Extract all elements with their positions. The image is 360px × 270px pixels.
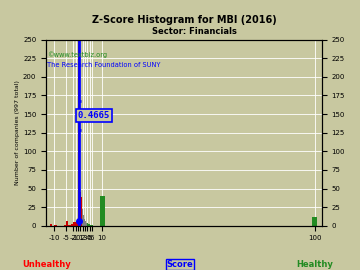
Bar: [68, 225, 71, 226]
Bar: [85, 221, 86, 226]
Bar: [78, 110, 79, 226]
Bar: [82, 210, 83, 226]
Bar: [50, 224, 52, 226]
Bar: [92, 225, 93, 226]
Bar: [80, 192, 81, 226]
Text: Sector: Financials: Sector: Financials: [152, 27, 237, 36]
Y-axis label: Number of companies (997 total): Number of companies (997 total): [15, 80, 20, 185]
Text: ©www.textbiz.org: ©www.textbiz.org: [47, 51, 107, 58]
Bar: [84, 218, 85, 226]
Bar: [64, 225, 66, 226]
Bar: [87, 223, 88, 226]
Text: Healthy: Healthy: [297, 260, 333, 269]
Bar: [89, 224, 90, 226]
Bar: [88, 224, 89, 226]
Bar: [86, 223, 87, 226]
Bar: [76, 221, 78, 226]
Bar: [81, 203, 82, 226]
Title: Z-Score Histogram for MBI (2016): Z-Score Histogram for MBI (2016): [91, 15, 276, 25]
Bar: [79, 185, 80, 226]
Bar: [90, 225, 91, 226]
Bar: [71, 224, 73, 226]
Bar: [83, 215, 84, 226]
Bar: [66, 221, 68, 226]
Bar: [312, 217, 317, 226]
Bar: [54, 225, 57, 226]
Bar: [91, 225, 92, 226]
Bar: [100, 196, 105, 226]
Text: 0.4665: 0.4665: [78, 111, 110, 120]
Text: Unhealthy: Unhealthy: [22, 260, 71, 269]
Bar: [73, 222, 76, 226]
Text: Score: Score: [167, 260, 193, 269]
Text: The Research Foundation of SUNY: The Research Foundation of SUNY: [47, 62, 161, 68]
